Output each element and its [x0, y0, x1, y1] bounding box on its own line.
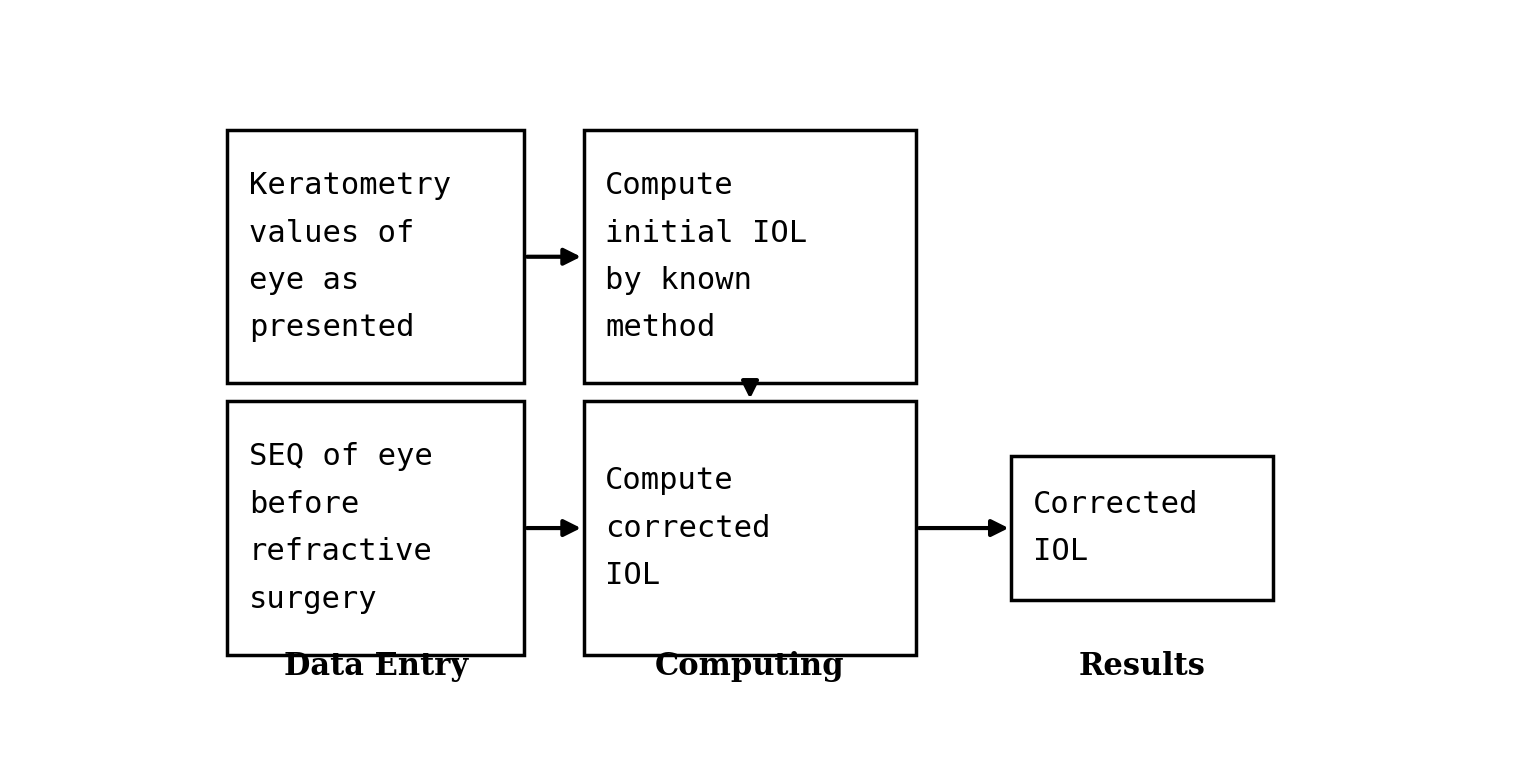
Bar	[1012, 456, 1272, 601]
Text: Keratometry
values of
eye as
presented: Keratometry values of eye as presented	[248, 171, 451, 342]
Bar	[227, 402, 524, 655]
Text: Results: Results	[1079, 651, 1205, 682]
Text: SEQ of eye
before
refractive
surgery: SEQ of eye before refractive surgery	[248, 442, 432, 614]
Text: Computing: Computing	[655, 651, 845, 682]
Bar	[584, 130, 917, 384]
Bar	[584, 402, 917, 655]
Text: Compute
initial IOL
by known
method: Compute initial IOL by known method	[606, 171, 808, 342]
Text: Corrected
IOL: Corrected IOL	[1033, 490, 1199, 566]
Text: Data Entry: Data Entry	[284, 651, 468, 682]
Text: Compute
corrected
IOL: Compute corrected IOL	[606, 466, 771, 590]
Bar	[227, 130, 524, 384]
